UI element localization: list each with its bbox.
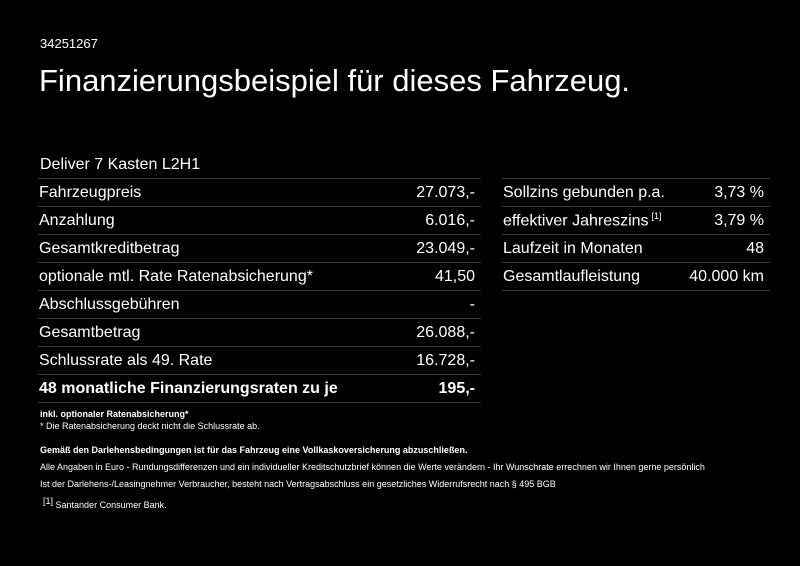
- row-value: 6.016,-: [402, 206, 481, 235]
- insurance-note: * Die Ratenabsicherung deckt nicht die S…: [40, 421, 260, 431]
- table-row: Sollzins gebunden p.a. 3,73 %: [502, 178, 770, 207]
- row-value: 195,-: [402, 374, 481, 403]
- financing-table: Fahrzeugpreis 27.073,- Anzahlung 6.016,-…: [38, 178, 481, 403]
- row-value: 26.088,-: [402, 318, 481, 347]
- footnote-mark: [1]: [43, 496, 54, 506]
- table-row: effektiver Jahreszins [1] 3,79 %: [502, 206, 770, 235]
- table-row: Anzahlung 6.016,-: [38, 206, 481, 235]
- row-label: Fahrzeugpreis: [38, 178, 403, 207]
- row-value: 23.049,-: [402, 234, 481, 263]
- row-label: Anzahlung: [38, 206, 403, 235]
- row-label: Gesamtlaufleistung: [502, 262, 682, 291]
- table-row: Abschlussgebühren -: [38, 290, 481, 319]
- row-label-cell: effektiver Jahreszins [1]: [502, 206, 682, 235]
- row-label: Schlussrate als 49. Rate: [38, 346, 403, 375]
- row-label: 48 monatliche Finanzierungsraten zu je: [38, 374, 403, 403]
- row-value: 16.728,-: [402, 346, 481, 375]
- insurance-title: inkl. optionaler Ratenabsicherung*: [40, 409, 189, 419]
- row-value: -: [402, 290, 481, 319]
- footnote-bank: [1] Santander Consumer Bank.: [40, 495, 780, 511]
- page-title: Finanzierungsbeispiel für dieses Fahrzeu…: [39, 63, 631, 98]
- row-value: 27.073,-: [402, 178, 481, 207]
- row-value: 3,73 %: [681, 178, 770, 207]
- withdrawal-note: Ist der Darlehens-/Leasingnehmer Verbrau…: [40, 479, 556, 489]
- row-label: Gesamtbetrag: [38, 318, 403, 347]
- row-value: 40.000 km: [681, 262, 770, 291]
- row-label: Sollzins gebunden p.a.: [502, 178, 682, 207]
- table-row: Laufzeit in Monaten 48: [502, 234, 770, 263]
- table-row: Fahrzeugpreis 27.073,-: [38, 178, 481, 207]
- row-label: Laufzeit in Monaten: [502, 234, 682, 263]
- row-label: Gesamtkreditbetrag: [38, 234, 403, 263]
- row-label: Abschlussgebühren: [38, 290, 403, 319]
- interest-table: Sollzins gebunden p.a. 3,73 % effektiver…: [502, 178, 770, 291]
- condition-note: Gemäß den Darlehensbedingungen ist für d…: [40, 445, 468, 455]
- row-value: 48: [681, 234, 770, 263]
- table-row: Gesamtlaufleistung 40.000 km: [502, 262, 770, 291]
- table-row: optionale mtl. Rate Ratenabsicherung* 41…: [38, 262, 481, 291]
- monthly-rate-row: 48 monatliche Finanzierungsraten zu je 1…: [38, 374, 481, 403]
- table-row: Schlussrate als 49. Rate 16.728,-: [38, 346, 481, 375]
- row-label: optionale mtl. Rate Ratenabsicherung*: [38, 262, 403, 291]
- disclaimer: Alle Angaben in Euro - Rundungsdifferenz…: [40, 462, 705, 472]
- row-value: 3,79 %: [681, 206, 770, 235]
- footnote-reference: [1]: [651, 210, 662, 221]
- reference-number: 34251267: [40, 36, 98, 51]
- footnotes: inkl. optionaler Ratenabsicherung* * Die…: [40, 408, 780, 511]
- footnote-text: Santander Consumer Bank.: [55, 500, 167, 510]
- row-value: 41,50: [402, 262, 481, 291]
- row-label: effektiver Jahreszins: [503, 212, 649, 230]
- vehicle-model: Deliver 7 Kasten L2H1: [40, 156, 201, 173]
- table-row: Gesamtkreditbetrag 23.049,-: [38, 234, 481, 263]
- table-row: Gesamtbetrag 26.088,-: [38, 318, 481, 347]
